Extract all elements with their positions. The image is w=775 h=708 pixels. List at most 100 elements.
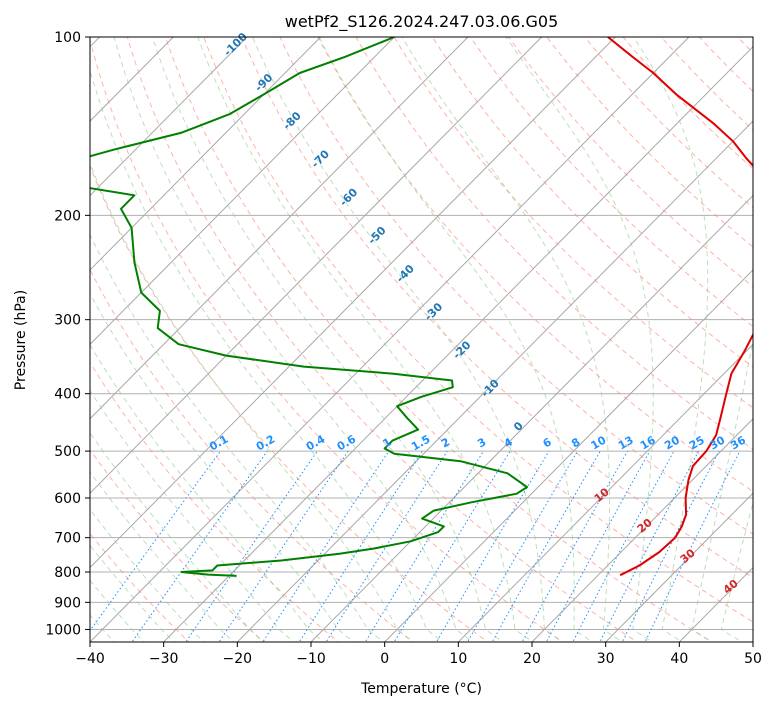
plot-frame xyxy=(89,36,754,643)
moist-adiabat-line xyxy=(691,337,753,642)
mixing-ratio-line xyxy=(545,450,651,642)
adiabat-label: 20 xyxy=(635,516,655,536)
mixing-ratio-line xyxy=(90,450,221,632)
isotherm-line xyxy=(163,46,753,642)
background-line-labels: -100-90-80-70-60-50-40-30-20-1000.1 0.2 0.… xyxy=(207,30,748,597)
grid-lines xyxy=(90,24,775,645)
x-tick-label: 30 xyxy=(597,651,615,667)
adiabat-label: 40 xyxy=(721,577,741,597)
moist-adiabat-line xyxy=(90,68,445,642)
moist-adiabat-line xyxy=(720,500,753,642)
mixing-ratio-line xyxy=(262,450,390,642)
mixing-ratio-line xyxy=(621,450,720,642)
dry-adiabat-line xyxy=(355,37,753,450)
y-tick-label: 400 xyxy=(54,387,81,403)
isotherm-line xyxy=(90,37,395,346)
mixing-ratio-line xyxy=(325,450,448,642)
isotherm-line xyxy=(457,343,753,642)
y-tick-label: 1000 xyxy=(45,622,81,638)
isotherm-line xyxy=(605,492,753,642)
y-tick-label: 500 xyxy=(54,444,81,460)
x-tick-label: 0 xyxy=(380,651,389,667)
moist-adiabat-line xyxy=(90,343,325,642)
isotherm-line xyxy=(90,37,248,197)
x-tick-label: 10 xyxy=(449,651,467,667)
mixing-ratio-line xyxy=(185,450,318,642)
dry-adiabat-line xyxy=(317,37,753,492)
chart-title: wetPf2_S126.2024.247.03.06.G05 xyxy=(285,12,559,32)
dry-adiabat-line xyxy=(469,37,753,328)
isotherm-label: -70 xyxy=(309,147,332,170)
x-axis-label: Temperature (°C) xyxy=(360,681,482,697)
dry-adiabat-line xyxy=(90,268,414,642)
dry-adiabat-line xyxy=(762,24,775,645)
mixing-ratio-line xyxy=(364,450,484,642)
mixing-ratio-label: 36 xyxy=(728,433,748,452)
mixing-ratio-label: 3 xyxy=(475,435,488,450)
mixing-ratio-label: 10 xyxy=(589,433,609,452)
dry-adiabat-line xyxy=(126,37,638,642)
dry-adiabat-line xyxy=(90,164,489,642)
mixing-ratio-line xyxy=(466,450,578,642)
mixing-ratio-label: 6 xyxy=(541,435,554,450)
mixing-ratio-label: 16 xyxy=(638,433,658,452)
y-tick-label: 900 xyxy=(54,595,81,611)
moist-adiabat-line xyxy=(90,389,295,642)
isotherm-line xyxy=(531,418,753,642)
dry-adiabat-line xyxy=(507,37,753,288)
dry-adiabat-line xyxy=(90,38,564,642)
isotherm-label: -50 xyxy=(365,224,388,247)
dry-adiabat-line xyxy=(90,448,265,642)
moist-adiabat-line xyxy=(318,37,594,642)
isotherm-label: -100 xyxy=(221,30,250,59)
mixing-ratio-label: 25 xyxy=(687,434,707,453)
isotherm-line xyxy=(90,37,469,420)
mixing-ratio-line xyxy=(572,450,675,642)
dry-adiabat-line xyxy=(660,37,753,131)
mixing-ratio-line xyxy=(131,450,268,642)
moist-adiabat-line xyxy=(113,37,475,642)
dry-adiabat-line xyxy=(698,37,753,92)
mixing-ratio-label: 0.2 xyxy=(254,432,277,453)
y-axis-label: Pressure (hPa) xyxy=(13,290,29,390)
isotherm-label: -90 xyxy=(252,71,275,94)
x-tick-label: −20 xyxy=(223,651,253,667)
dewpoint-line xyxy=(90,37,528,577)
mixing-ratio-label: 20 xyxy=(662,433,682,452)
mixing-ratio-label: 0.4 xyxy=(304,432,328,453)
isotherm-label: -10 xyxy=(479,376,502,399)
moist-adiabat-line xyxy=(90,292,355,642)
isotherm-line xyxy=(236,120,753,642)
mixing-ratio-label: 2 xyxy=(439,435,452,450)
mixing-ratio-line xyxy=(218,450,349,642)
mixing-ratio-line xyxy=(599,450,700,642)
mixing-ratio-label: 0.6 xyxy=(335,432,359,453)
moist-adiabat-line xyxy=(197,37,534,642)
moist-adiabat-line xyxy=(90,431,265,642)
mixing-ratio-label: 1.5 xyxy=(409,432,432,453)
moist-adiabat-line xyxy=(401,37,624,642)
y-tick-label: 200 xyxy=(54,208,81,224)
isotherm-line xyxy=(678,566,753,642)
isotherm-label: -80 xyxy=(281,109,304,132)
y-tick-label: 300 xyxy=(54,313,81,329)
moist-adiabat-line xyxy=(90,233,385,642)
moist-adiabat-line xyxy=(90,162,415,642)
moist-adiabat-line xyxy=(90,471,235,642)
isotherm-line xyxy=(90,37,690,642)
isotherm-line xyxy=(90,37,616,569)
mixing-ratio-line xyxy=(298,450,423,642)
mixing-ratio-line xyxy=(435,450,550,642)
moist-adiabat-line xyxy=(505,37,654,642)
isotherm-line xyxy=(384,269,753,642)
moist-adiabat-line xyxy=(90,544,176,642)
series-layer xyxy=(90,37,753,577)
adiabat-label: 30 xyxy=(678,546,698,566)
isotherm-label: -20 xyxy=(450,338,473,361)
moist-adiabat-line xyxy=(90,579,146,642)
y-tick-label: 800 xyxy=(54,565,81,581)
x-tick-label: 50 xyxy=(744,651,762,667)
x-tick-label: 40 xyxy=(670,651,688,667)
x-tick-label: −30 xyxy=(149,651,179,667)
